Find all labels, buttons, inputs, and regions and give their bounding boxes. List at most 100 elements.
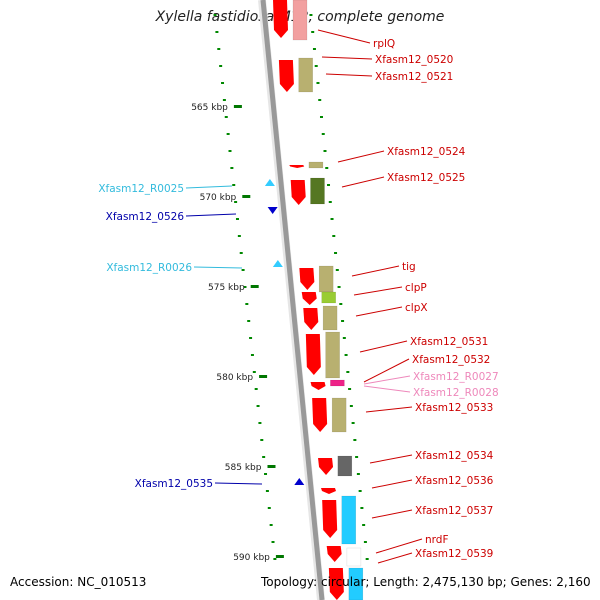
ring-dot	[235, 218, 239, 220]
rna-marker	[272, 260, 283, 267]
feature-label: nrdF	[425, 534, 449, 546]
ring-dot	[219, 65, 223, 67]
ring-dot	[311, 31, 315, 33]
ring-dot	[217, 48, 221, 50]
feature-block	[330, 379, 345, 387]
ring-dot	[351, 422, 355, 424]
feature-block	[308, 161, 324, 169]
ring-dot	[271, 541, 275, 543]
leader-line	[321, 56, 373, 60]
leader-line	[355, 306, 403, 317]
scale-tick	[267, 465, 276, 468]
feature-block	[292, 0, 308, 41]
ring-dot	[254, 388, 258, 390]
ring-dot	[258, 422, 262, 424]
ring-dot	[213, 14, 217, 16]
ring-dot	[264, 473, 268, 475]
scale-tick	[242, 195, 251, 198]
accession-text: Accession: NC_010513	[10, 575, 147, 589]
feature-block	[325, 331, 340, 379]
ring-dot	[356, 473, 360, 475]
feature-label: Xfasm12_0539	[415, 548, 493, 560]
feature-track	[264, 0, 364, 600]
scale-label: 585 kbp	[225, 463, 262, 473]
leader-line-left	[214, 482, 263, 485]
feature-label: tig	[402, 261, 416, 273]
ring-dot	[344, 354, 348, 356]
cds-arrow	[273, 0, 288, 38]
ring-dot	[330, 218, 334, 220]
leader-line-left	[185, 213, 237, 217]
ring-dot	[226, 133, 230, 135]
scale-label: 590 kbp	[233, 553, 270, 563]
feature-block	[346, 547, 362, 567]
ring-dot	[267, 507, 271, 509]
ring-dot	[353, 439, 357, 441]
feature-block	[331, 397, 347, 433]
rna-marker	[267, 207, 278, 214]
cds-arrow	[326, 546, 342, 562]
ring-dot	[250, 354, 254, 356]
ring-dot	[221, 82, 225, 84]
leader-line	[359, 340, 408, 353]
ring-dot	[346, 371, 350, 373]
ring-dot	[239, 252, 243, 254]
feature-label: Xfasm12_0532	[412, 354, 490, 366]
outer-dotted-ring	[213, 14, 369, 560]
scale-tick	[259, 375, 268, 378]
cds-arrow	[310, 382, 326, 390]
cds-arrow	[320, 488, 336, 494]
ring-dot	[316, 82, 320, 84]
ring-dot	[337, 286, 341, 288]
ring-dot	[363, 541, 367, 543]
cds-arrow	[328, 568, 344, 600]
ring-dot	[339, 303, 343, 305]
feature-label: Xfasm12_0525	[387, 172, 465, 184]
ring-dot	[348, 388, 352, 390]
feature-label: Xfasm12_0521	[375, 71, 453, 83]
ring-dot	[319, 116, 323, 118]
ring-dot	[309, 14, 313, 16]
genome-backbone	[258, 0, 325, 600]
feature-label: Xfasm12_0524	[387, 146, 466, 158]
leader-line	[363, 358, 410, 383]
ring-dot	[327, 184, 331, 186]
cds-arrow	[278, 60, 294, 92]
feature-label-left: Xfasm12_0526	[106, 211, 185, 223]
ring-dot	[241, 269, 245, 271]
ring-dot	[262, 456, 266, 458]
scale-tick	[275, 555, 284, 558]
scale-tick	[233, 105, 242, 108]
cds-arrow	[322, 500, 338, 538]
ring-dot	[237, 235, 241, 237]
ring-dot	[230, 167, 234, 169]
ring-dot	[328, 201, 332, 203]
leader-line	[337, 150, 385, 163]
backbone-line	[260, 0, 325, 600]
ring-dot	[321, 133, 325, 135]
topology-text: Topology: circular; Length: 2,475,130 bp…	[261, 575, 591, 589]
ring-dot	[249, 337, 253, 339]
scale-label: 570 kbp	[200, 193, 237, 203]
ring-dot	[335, 269, 339, 271]
leader-line	[377, 552, 413, 564]
feature-block	[322, 305, 338, 331]
ring-dot	[318, 99, 322, 101]
ring-dot	[323, 150, 327, 152]
leader-line	[363, 385, 411, 393]
feature-labels: rplQ Xfasm12_0520 Xfasm12_0521 Xfasm12_0524…	[98, 38, 498, 560]
ring-dot	[325, 167, 329, 169]
feature-label-left: Xfasm12_R0026	[106, 262, 192, 274]
cds-arrow	[299, 268, 315, 290]
leader-line-left	[185, 185, 233, 189]
ring-dot	[222, 99, 226, 101]
ring-dot	[247, 320, 251, 322]
leader-line	[351, 265, 400, 277]
scale-label: 565 kbp	[191, 103, 228, 113]
ring-dot	[312, 48, 316, 50]
ring-dot	[234, 201, 238, 203]
feature-label: rplQ	[373, 38, 395, 50]
leader-line	[375, 538, 423, 554]
ring-dot	[243, 286, 247, 288]
